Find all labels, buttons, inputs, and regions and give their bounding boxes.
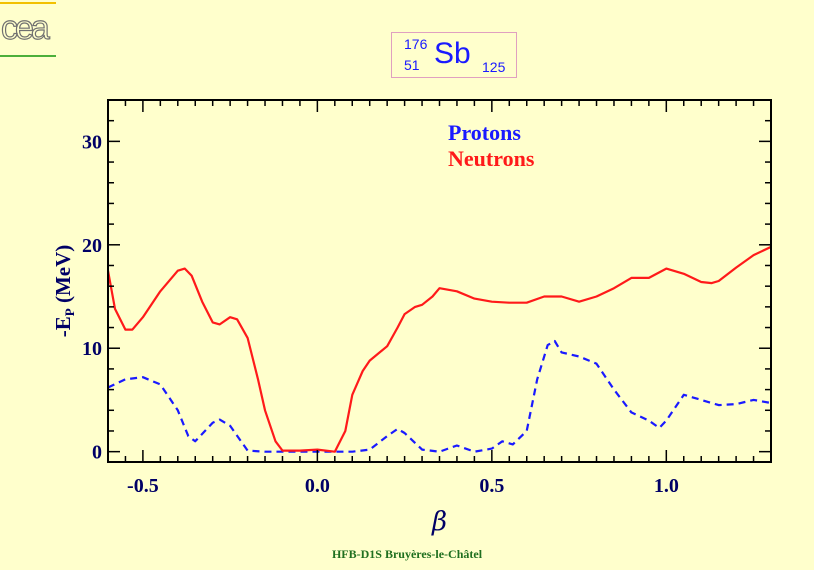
series-line-protons bbox=[108, 339, 771, 453]
x-axis-label: β bbox=[431, 507, 447, 537]
plot-area bbox=[108, 245, 771, 453]
y-tick-label: 30 bbox=[82, 131, 102, 153]
nucleus-mass-number: 176 bbox=[404, 36, 428, 52]
axis-tick-labels: -0.5 0.0 0.5 1.0 0 10 20 30 bbox=[82, 131, 679, 497]
y-tick-label: 20 bbox=[82, 235, 102, 257]
nucleus-neutron-number: 125 bbox=[482, 59, 506, 75]
logo-text: cea bbox=[1, 9, 50, 47]
y-tick-label: 10 bbox=[82, 338, 102, 360]
y-axis-label-subscript: P bbox=[62, 308, 77, 316]
legend-neutrons: Neutrons bbox=[448, 146, 535, 171]
x-tick-label: 0.5 bbox=[479, 475, 504, 497]
footer-credit: HFB-D1S Bruyères-le-Châtel bbox=[331, 547, 483, 561]
x-tick-label: 0.0 bbox=[305, 475, 330, 497]
nucleus-atomic-number: 51 bbox=[404, 57, 420, 73]
legend-protons: Protons bbox=[448, 120, 521, 145]
x-tick-label: -0.5 bbox=[127, 475, 159, 497]
cea-logo: cea bbox=[0, 2, 56, 57]
x-tick-label: 1.0 bbox=[654, 475, 679, 497]
y-axis-label-unit: (MeV) bbox=[51, 245, 75, 309]
nucleus-symbol: Sb bbox=[434, 37, 471, 70]
y-axis-label-main: -E bbox=[51, 316, 75, 337]
nucleus-label: 176 51 Sb 125 bbox=[391, 32, 517, 78]
axis-ticks bbox=[108, 99, 772, 462]
plot-frame bbox=[107, 99, 772, 463]
y-tick-label: 0 bbox=[92, 442, 102, 464]
series-line-neutrons bbox=[108, 245, 771, 453]
y-axis-label: -EP (MeV) bbox=[51, 245, 77, 338]
